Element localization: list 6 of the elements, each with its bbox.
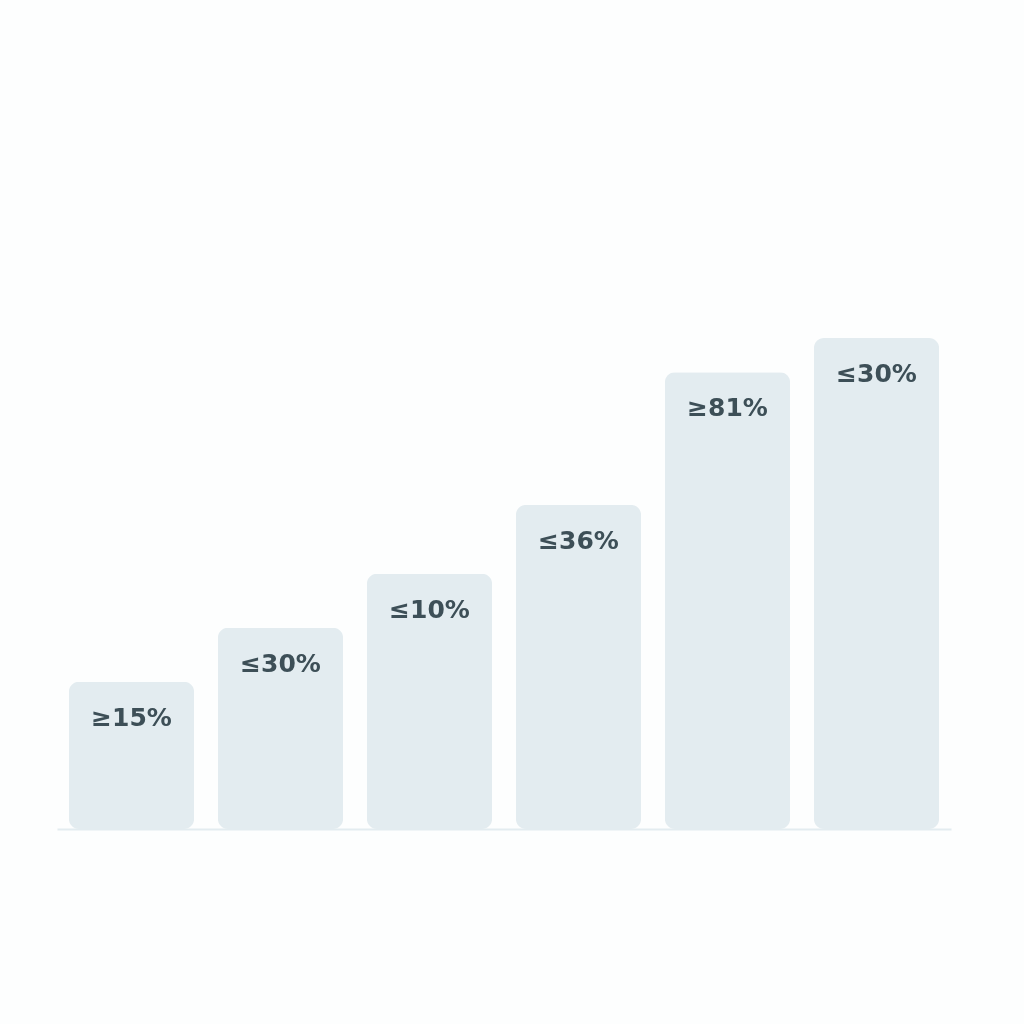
x-tick-label: ≥15% — [91, 702, 172, 732]
x-tick-label: ≤36% — [538, 525, 619, 555]
x-tick-label: ≤30% — [836, 359, 917, 388]
x-tick-label: ≥81% — [687, 393, 768, 423]
x-tick-label: ≤10% — [389, 594, 470, 624]
x-tick-label: ≤30% — [240, 648, 321, 678]
